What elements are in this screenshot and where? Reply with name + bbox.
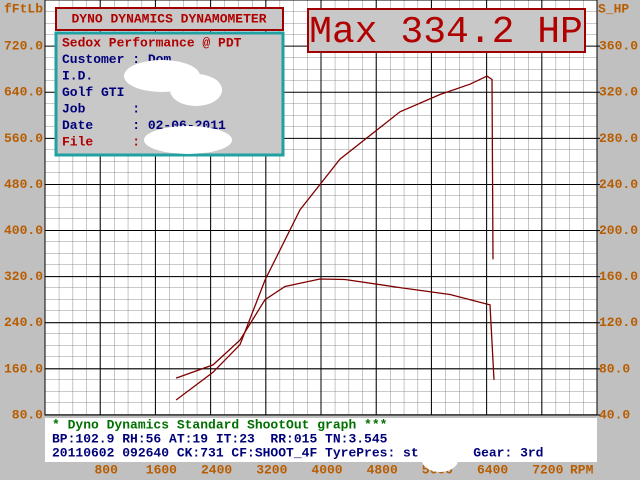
y2-tick-label: 120.0	[599, 315, 638, 330]
x-tick-label: 7200	[532, 462, 563, 477]
redaction	[144, 126, 232, 154]
y-tick-label: 80.0	[12, 407, 43, 422]
y2-tick-label: 160.0	[599, 269, 638, 284]
title-box	[55, 7, 284, 31]
redaction	[170, 74, 222, 106]
y2-tick-label: 40.0	[599, 407, 630, 422]
info-line: Sedox Performance @ PDT	[62, 35, 242, 50]
y-tick-label: 320.0	[4, 269, 43, 284]
x-tick-label: 800	[94, 462, 118, 477]
y2-tick-label: 280.0	[599, 131, 638, 146]
y-tick-label: 560.0	[4, 131, 43, 146]
info-line: I.D.	[62, 68, 93, 83]
y2-tick-label: 360.0	[599, 39, 638, 54]
x-tick-label: 4800	[367, 462, 398, 477]
footer-line: * Dyno Dynamics Standard ShootOut graph …	[52, 417, 387, 432]
y-tick-label: 480.0	[4, 177, 43, 192]
info-line: Job :	[62, 101, 140, 116]
y-tick-label: 720.0	[4, 39, 43, 54]
curve	[175, 75, 494, 401]
footer-panel	[45, 418, 597, 462]
y-axis-label: fFtLb	[4, 1, 43, 16]
info-line: File :	[62, 134, 140, 149]
footer-line: BP:102.9 RH:56 AT:19 IT:23 RR:015 TN:3.5…	[52, 431, 388, 446]
max-power: Max 334.2 HP	[309, 11, 583, 54]
chart-title: DYNO DYNAMICS DYNAMOMETER	[71, 11, 266, 26]
y-tick-label: 160.0	[4, 361, 43, 376]
max-box	[307, 8, 586, 53]
y-tick-label: 640.0	[4, 85, 43, 100]
plot-frame	[44, 0, 598, 416]
redaction	[422, 448, 458, 472]
y2-axis-label: S_HP	[598, 1, 629, 16]
y2-tick-label: 240.0	[599, 177, 638, 192]
curve	[175, 278, 495, 380]
x-tick-label: 2400	[201, 462, 232, 477]
y-tick-label: 240.0	[4, 315, 43, 330]
x-tick-label: 1600	[146, 462, 177, 477]
footer-line: 20110602 092640 CK:731 CF:SHOOT_4F TyreP…	[52, 445, 543, 460]
x-tick-label: 3200	[256, 462, 287, 477]
y2-tick-label: 80.0	[599, 361, 630, 376]
x-axis-label: RPM	[570, 462, 594, 477]
y2-tick-label: 320.0	[599, 85, 638, 100]
y-tick-label: 400.0	[4, 223, 43, 238]
y2-tick-label: 200.0	[599, 223, 638, 238]
x-tick-label: 4000	[311, 462, 342, 477]
x-tick-label: 6400	[477, 462, 508, 477]
info-line: Golf GTI	[62, 85, 124, 100]
